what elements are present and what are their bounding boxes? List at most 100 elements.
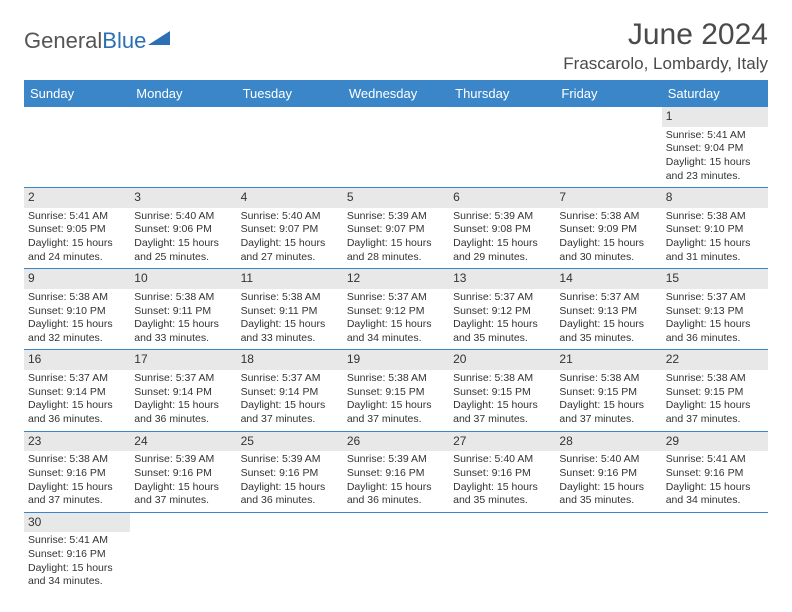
day-header-sat: Saturday [662,80,768,107]
day-cell: 5Sunrise: 5:39 AMSunset: 9:07 PMDaylight… [343,188,449,268]
daylight-line: Daylight: 15 hours and 28 minutes. [347,237,445,264]
sail-icon [148,31,170,45]
day-cell: 21Sunrise: 5:38 AMSunset: 9:15 PMDayligh… [555,350,661,430]
day-header-tue: Tuesday [237,80,343,107]
daylight-line: Daylight: 15 hours and 32 minutes. [28,318,126,345]
day-cell: 3Sunrise: 5:40 AMSunset: 9:06 PMDaylight… [130,188,236,268]
sunrise-line: Sunrise: 5:41 AM [28,210,126,224]
sunset-line: Sunset: 9:11 PM [241,305,339,319]
sunset-line: Sunset: 9:16 PM [134,467,232,481]
daylight-line: Daylight: 15 hours and 35 minutes. [453,481,551,508]
sunset-line: Sunset: 9:14 PM [134,386,232,400]
daylight-line: Daylight: 15 hours and 25 minutes. [134,237,232,264]
daylight-line: Daylight: 15 hours and 36 minutes. [28,399,126,426]
daylight-line: Daylight: 15 hours and 36 minutes. [666,318,764,345]
sunset-line: Sunset: 9:08 PM [453,223,551,237]
daylight-line: Daylight: 15 hours and 36 minutes. [134,399,232,426]
day-cell [555,107,661,187]
day-cell: 15Sunrise: 5:37 AMSunset: 9:13 PMDayligh… [662,269,768,349]
week-row: 23Sunrise: 5:38 AMSunset: 9:16 PMDayligh… [24,432,768,513]
sunrise-line: Sunrise: 5:38 AM [28,291,126,305]
sunrise-line: Sunrise: 5:38 AM [559,210,657,224]
sunrise-line: Sunrise: 5:37 AM [28,372,126,386]
day-number: 1 [662,107,768,127]
day-number: 17 [130,350,236,370]
day-number: 19 [343,350,449,370]
sunset-line: Sunset: 9:12 PM [453,305,551,319]
day-cell [24,107,130,187]
header-row: General Blue June 2024 Frascarolo, Lomba… [24,18,768,74]
sunrise-line: Sunrise: 5:40 AM [241,210,339,224]
sunset-line: Sunset: 9:06 PM [134,223,232,237]
day-cell: 27Sunrise: 5:40 AMSunset: 9:16 PMDayligh… [449,432,555,512]
day-number: 7 [555,188,661,208]
day-header-mon: Monday [130,80,236,107]
daylight-line: Daylight: 15 hours and 37 minutes. [347,399,445,426]
day-number: 14 [555,269,661,289]
sunset-line: Sunset: 9:16 PM [666,467,764,481]
sunrise-line: Sunrise: 5:39 AM [347,453,445,467]
daylight-line: Daylight: 15 hours and 29 minutes. [453,237,551,264]
day-cell: 14Sunrise: 5:37 AMSunset: 9:13 PMDayligh… [555,269,661,349]
day-header-wed: Wednesday [343,80,449,107]
sunset-line: Sunset: 9:11 PM [134,305,232,319]
sunset-line: Sunset: 9:16 PM [347,467,445,481]
day-cell: 30Sunrise: 5:41 AMSunset: 9:16 PMDayligh… [24,513,130,593]
day-cell [449,107,555,187]
day-number: 6 [449,188,555,208]
sunrise-line: Sunrise: 5:41 AM [666,453,764,467]
day-number: 4 [237,188,343,208]
day-number: 3 [130,188,236,208]
day-number: 30 [24,513,130,533]
daylight-line: Daylight: 15 hours and 35 minutes. [453,318,551,345]
day-number: 24 [130,432,236,452]
logo-text-blue: Blue [102,28,146,54]
sunset-line: Sunset: 9:09 PM [559,223,657,237]
daylight-line: Daylight: 15 hours and 37 minutes. [241,399,339,426]
daylight-line: Daylight: 15 hours and 31 minutes. [666,237,764,264]
daylight-line: Daylight: 15 hours and 33 minutes. [241,318,339,345]
sunset-line: Sunset: 9:14 PM [28,386,126,400]
logo-text-general: General [24,28,102,54]
day-cell: 16Sunrise: 5:37 AMSunset: 9:14 PMDayligh… [24,350,130,430]
daylight-line: Daylight: 15 hours and 37 minutes. [134,481,232,508]
logo: General Blue [24,28,170,54]
day-cell: 4Sunrise: 5:40 AMSunset: 9:07 PMDaylight… [237,188,343,268]
sunrise-line: Sunrise: 5:39 AM [347,210,445,224]
day-cell: 18Sunrise: 5:37 AMSunset: 9:14 PMDayligh… [237,350,343,430]
week-row: 2Sunrise: 5:41 AMSunset: 9:05 PMDaylight… [24,188,768,269]
sunset-line: Sunset: 9:15 PM [559,386,657,400]
day-number: 27 [449,432,555,452]
day-cell [449,513,555,593]
sunset-line: Sunset: 9:16 PM [559,467,657,481]
daylight-line: Daylight: 15 hours and 23 minutes. [666,156,764,183]
sunrise-line: Sunrise: 5:40 AM [559,453,657,467]
day-cell: 19Sunrise: 5:38 AMSunset: 9:15 PMDayligh… [343,350,449,430]
daylight-line: Daylight: 15 hours and 34 minutes. [347,318,445,345]
sunset-line: Sunset: 9:16 PM [28,467,126,481]
week-row: 9Sunrise: 5:38 AMSunset: 9:10 PMDaylight… [24,269,768,350]
day-cell [237,107,343,187]
day-cell: 9Sunrise: 5:38 AMSunset: 9:10 PMDaylight… [24,269,130,349]
day-header-fri: Friday [555,80,661,107]
week-row: 30Sunrise: 5:41 AMSunset: 9:16 PMDayligh… [24,513,768,593]
month-title: June 2024 [563,18,768,52]
day-cell: 10Sunrise: 5:38 AMSunset: 9:11 PMDayligh… [130,269,236,349]
day-cell [130,513,236,593]
sunrise-line: Sunrise: 5:38 AM [666,210,764,224]
daylight-line: Daylight: 15 hours and 33 minutes. [134,318,232,345]
sunrise-line: Sunrise: 5:38 AM [134,291,232,305]
day-number: 28 [555,432,661,452]
location-label: Frascarolo, Lombardy, Italy [563,54,768,74]
sunrise-line: Sunrise: 5:41 AM [666,129,764,143]
sunrise-line: Sunrise: 5:38 AM [666,372,764,386]
day-number: 25 [237,432,343,452]
day-cell: 13Sunrise: 5:37 AMSunset: 9:12 PMDayligh… [449,269,555,349]
sunset-line: Sunset: 9:10 PM [28,305,126,319]
sunrise-line: Sunrise: 5:37 AM [241,372,339,386]
day-cell [343,107,449,187]
sunrise-line: Sunrise: 5:37 AM [666,291,764,305]
day-cell: 17Sunrise: 5:37 AMSunset: 9:14 PMDayligh… [130,350,236,430]
day-cell [237,513,343,593]
sunrise-line: Sunrise: 5:38 AM [559,372,657,386]
